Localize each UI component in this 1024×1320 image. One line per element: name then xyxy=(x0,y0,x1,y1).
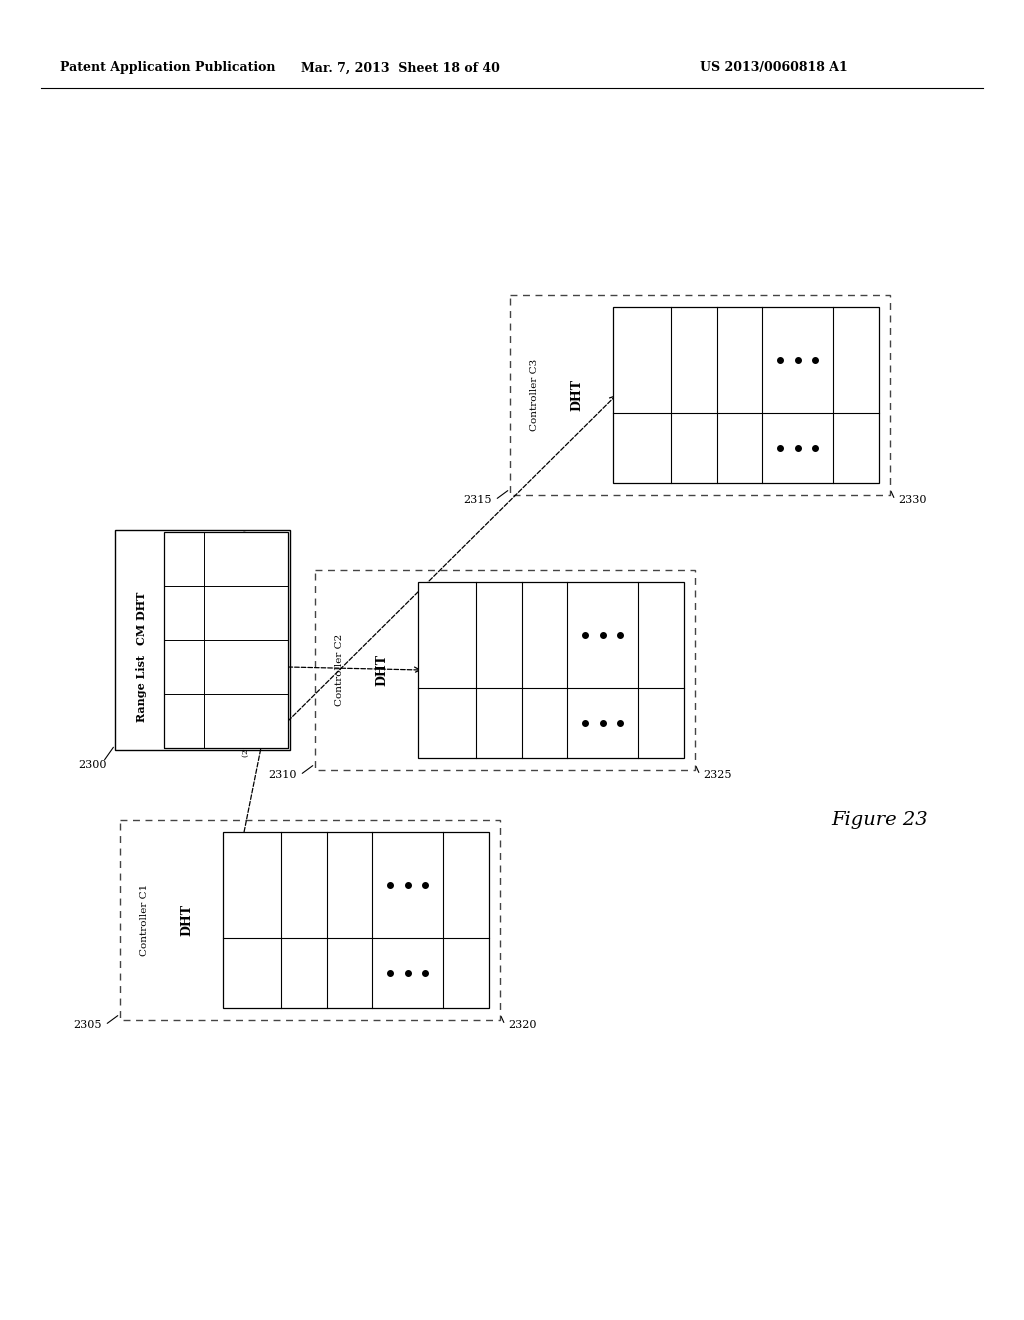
Text: 2^0: 2^0 xyxy=(300,965,308,981)
Bar xyxy=(418,582,684,758)
Text: Hash range: Hash range xyxy=(242,531,250,587)
Text: Value z: Value z xyxy=(852,346,860,375)
Text: DHT: DHT xyxy=(180,904,193,936)
Text: 2305: 2305 xyxy=(74,1020,102,1030)
Text: (2^16+1) to 2^32: (2^16+1) to 2^32 xyxy=(242,631,250,702)
Text: 2325: 2325 xyxy=(703,770,731,780)
Text: 2^33+1: 2^33+1 xyxy=(735,430,743,465)
Text: CM DHT: CM DHT xyxy=(136,591,146,644)
Text: Value n: Value n xyxy=(462,870,470,900)
Text: Value b: Value b xyxy=(541,620,549,649)
Text: Value r: Value r xyxy=(735,346,743,374)
Bar xyxy=(315,570,695,770)
Text: Controller C2: Controller C2 xyxy=(335,634,344,706)
Bar xyxy=(510,294,890,495)
Text: Value: Value xyxy=(637,346,646,374)
Text: Mar. 7, 2013  Sheet 18 of 40: Mar. 7, 2013 Sheet 18 of 40 xyxy=(301,62,500,74)
Text: Value a: Value a xyxy=(495,620,503,649)
Text: Value q: Value q xyxy=(690,345,698,375)
Text: 2^33: 2^33 xyxy=(690,437,698,459)
Text: 2^16: 2^16 xyxy=(462,962,470,983)
Text: C1: C1 xyxy=(180,607,187,619)
Text: 2^31+1: 2^31+1 xyxy=(345,956,353,990)
Bar xyxy=(222,832,488,1008)
Text: 0 to 2^16: 0 to 2^16 xyxy=(242,594,250,632)
Text: Value d: Value d xyxy=(300,870,308,900)
Text: Value: Value xyxy=(442,620,452,648)
Text: Value m: Value m xyxy=(656,619,665,651)
Text: 2^32: 2^32 xyxy=(656,711,665,734)
Text: Controller C3: Controller C3 xyxy=(530,359,540,432)
Text: Value: Value xyxy=(248,871,256,899)
Text: Controller C1: Controller C1 xyxy=(140,884,150,956)
Text: C2: C2 xyxy=(180,661,187,673)
Text: 2^17+1: 2^17+1 xyxy=(541,706,549,739)
Text: DHT: DHT xyxy=(570,379,583,411)
Text: 2310: 2310 xyxy=(268,770,297,780)
Text: Range List: Range List xyxy=(136,655,146,722)
Bar xyxy=(120,820,500,1020)
Bar xyxy=(612,308,879,483)
Text: 2315: 2315 xyxy=(464,495,492,506)
Text: C3: C3 xyxy=(180,715,187,727)
Text: Patent Application Publication: Patent Application Publication xyxy=(60,62,275,74)
Text: DHT: DHT xyxy=(375,653,388,686)
Text: 2330: 2330 xyxy=(898,495,927,506)
Text: Hash key: Hash key xyxy=(637,425,646,471)
Text: 2^17: 2^17 xyxy=(495,711,503,734)
Text: 2^48: 2^48 xyxy=(852,437,860,459)
Text: (2^32+1) to 2^48: (2^32+1) to 2^48 xyxy=(242,685,250,756)
Text: 2300: 2300 xyxy=(79,760,106,770)
Bar xyxy=(115,531,290,750)
Text: Figure 23: Figure 23 xyxy=(831,810,929,829)
Text: Value h: Value h xyxy=(345,870,353,900)
Text: US 2013/0060818 A1: US 2013/0060818 A1 xyxy=(700,62,848,74)
Text: Hash key: Hash key xyxy=(248,949,256,995)
Text: UUID: UUID xyxy=(179,545,188,573)
Text: 2320: 2320 xyxy=(508,1020,537,1030)
Text: Hash key: Hash key xyxy=(442,700,452,746)
Bar xyxy=(164,532,288,748)
